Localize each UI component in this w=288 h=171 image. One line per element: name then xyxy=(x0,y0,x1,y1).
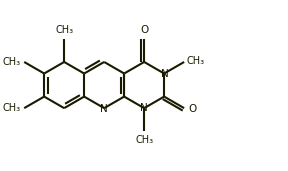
Text: CH₃: CH₃ xyxy=(3,103,21,113)
Text: CH₃: CH₃ xyxy=(187,56,205,66)
Text: N: N xyxy=(100,104,108,114)
Text: CH₃: CH₃ xyxy=(135,135,153,145)
Text: O: O xyxy=(140,25,148,35)
Text: CH₃: CH₃ xyxy=(55,25,73,35)
Text: CH₃: CH₃ xyxy=(3,57,21,67)
Text: O: O xyxy=(189,104,197,114)
Text: N: N xyxy=(140,103,148,113)
Text: N: N xyxy=(161,69,169,78)
